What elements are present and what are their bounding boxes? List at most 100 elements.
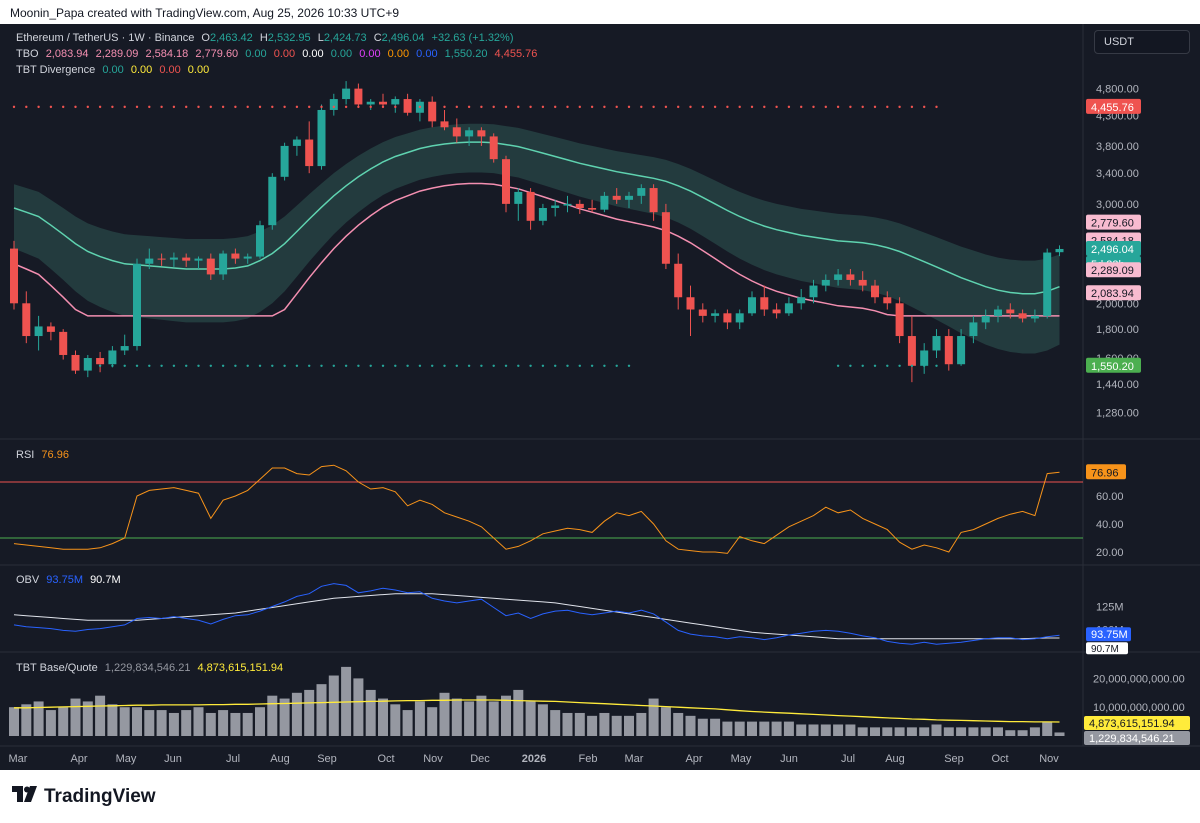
support-dot [886, 364, 889, 367]
candle-body [1006, 309, 1015, 314]
candle-body [342, 88, 351, 100]
time-tick-label: Sep [944, 753, 964, 765]
volume-bar [931, 724, 942, 736]
support-dot [271, 364, 274, 367]
tbo-fast-ma-line [13, 141, 1060, 295]
candle-body [243, 256, 252, 259]
candle-body [538, 207, 547, 221]
resistance-dot [135, 105, 139, 109]
volume-bar [796, 724, 807, 736]
resistance-dot [812, 105, 815, 109]
resistance-dot [123, 105, 126, 109]
open-value: 2,463.42 [209, 32, 253, 44]
resistance-dot [627, 105, 631, 109]
volume-bar [956, 727, 967, 736]
tbt-divergence-value: 0.00 [187, 64, 210, 76]
volume-ma-badge: 4,873,615,151.94 [1089, 718, 1175, 730]
candle-body [600, 195, 609, 210]
tradingview-logo[interactable]: TradingView [12, 786, 156, 808]
candle-body [575, 203, 584, 208]
support-dot [935, 364, 938, 367]
volume-bar [722, 721, 733, 736]
time-tick-label: Nov [423, 753, 443, 765]
support-dot [320, 364, 323, 367]
candle-body [981, 315, 990, 323]
chart-container[interactable]: 4,800.00 4,300.00 3,800.00 3,400.00 3,000.00… [0, 24, 1200, 770]
resistance-dot [62, 105, 65, 109]
volume-bar [476, 695, 487, 736]
resistance-dot [160, 105, 163, 109]
support-dot [246, 364, 249, 367]
time-tick-label: 2026 [522, 753, 546, 765]
candle-body [59, 331, 68, 355]
resistance-dot [185, 105, 188, 109]
resistance-dot [923, 105, 926, 109]
candle-body [588, 207, 597, 210]
tbo-value: 2,584.18 [145, 48, 189, 60]
resistance-dot [787, 105, 791, 109]
close-value: 2,496.04 [381, 32, 425, 44]
candle-body [1055, 248, 1064, 253]
time-tick-label: Mar [9, 753, 28, 765]
volume-bar [734, 721, 745, 736]
support-dot [923, 364, 926, 367]
price-tick-label: 4,800.00 [1096, 84, 1139, 96]
volume-ma-badge-bg [1084, 715, 1190, 730]
resistance-dot [308, 105, 311, 109]
volume-bar [870, 727, 880, 736]
volume-bar [562, 712, 573, 736]
support-dot [185, 364, 188, 367]
resistance-dot [836, 105, 840, 109]
volume-bar [95, 695, 106, 736]
resistance-dot [443, 105, 446, 109]
chart-canvas[interactable]: 4,800.004,300.003,800.003,400.003,000.00… [0, 24, 1200, 770]
candle-body [957, 336, 966, 365]
volume-bar [58, 707, 69, 736]
symbol-name: Ethereum / TetherUS · 1W · Binance [16, 32, 195, 44]
support-dot [406, 364, 409, 367]
volume-bar [1005, 730, 1016, 736]
candle-body [920, 350, 929, 366]
obv-badge-bg [1086, 627, 1131, 642]
resistance-dot [701, 105, 704, 109]
resistance-dot [529, 105, 532, 109]
currency-button[interactable]: USDT [1094, 30, 1190, 54]
candle-body [551, 205, 560, 208]
candle-body [10, 248, 18, 304]
candle-body [797, 297, 806, 304]
volume-bar [697, 718, 708, 736]
tbo-value: 4,455.76 [494, 48, 538, 60]
base-quote-legend: TBT Base/Quote 1,229,834,546.21 4,873,61… [16, 662, 287, 674]
volume-tick-label: 20,000,000,000.00 [1093, 673, 1185, 685]
support-dot [554, 364, 557, 367]
time-tick-label: Sep [317, 753, 337, 765]
open-label: O [201, 32, 210, 44]
support-dot [357, 364, 360, 367]
candle-body [83, 358, 92, 371]
volume-bar [291, 692, 302, 736]
support-dot [332, 364, 335, 367]
volume-bar [9, 707, 19, 736]
candle-body [784, 303, 793, 314]
resistance-dot [898, 105, 901, 109]
tbo-label: TBO [16, 48, 39, 60]
support-dot [381, 364, 385, 367]
candle-body [969, 322, 978, 337]
resistance-dot [418, 105, 422, 109]
chart-caption: Moonin_Papa created with TradingView.com… [10, 6, 400, 20]
candle-body [268, 176, 277, 226]
candle-body [883, 297, 892, 304]
candle-body [637, 188, 646, 196]
resistance-dot [320, 105, 323, 109]
tbo-value: 0.00 [416, 48, 438, 60]
volume-bar [771, 721, 782, 736]
support-dot [234, 364, 237, 367]
candle-body [366, 101, 375, 105]
obv-ma-badge-bg [1086, 642, 1128, 655]
resistance-dot [590, 105, 594, 109]
support-dot [566, 364, 569, 367]
volume-bar [513, 689, 524, 736]
volume-badge-bg [1084, 730, 1190, 745]
support-dot [221, 364, 225, 367]
high-value: 2,532.95 [267, 32, 311, 44]
